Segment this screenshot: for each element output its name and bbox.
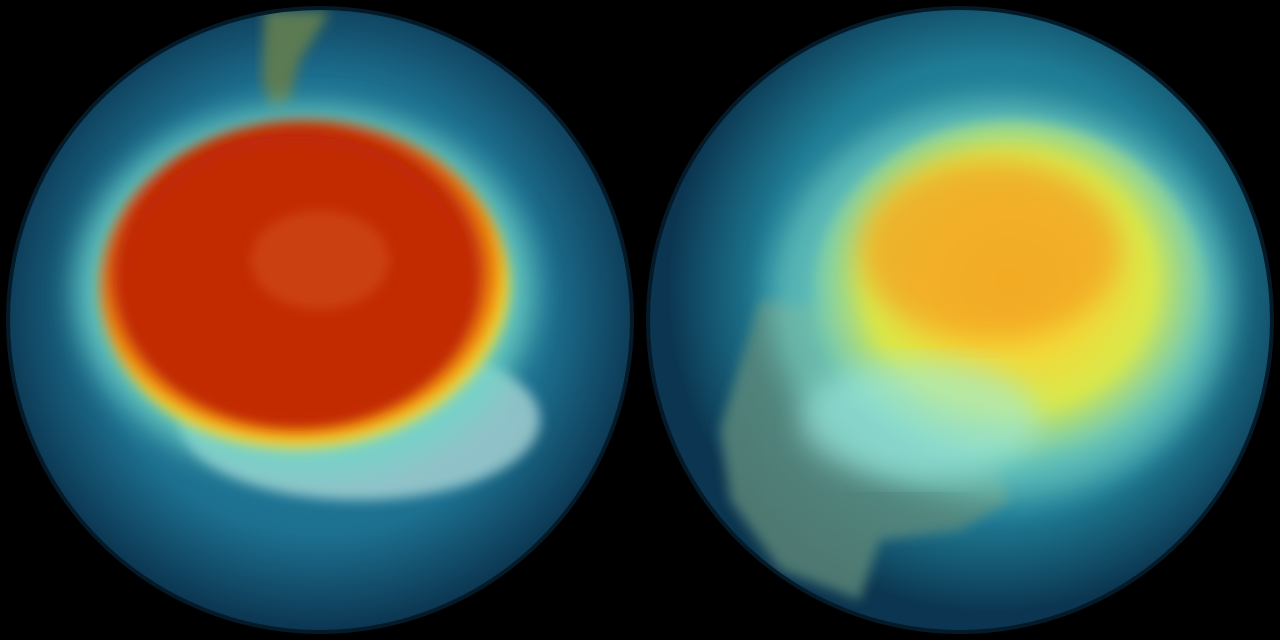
right-globe	[648, 8, 1272, 632]
left-globe-rim	[6, 6, 634, 634]
left-globe	[8, 8, 632, 632]
right-globe-rim	[646, 6, 1274, 634]
